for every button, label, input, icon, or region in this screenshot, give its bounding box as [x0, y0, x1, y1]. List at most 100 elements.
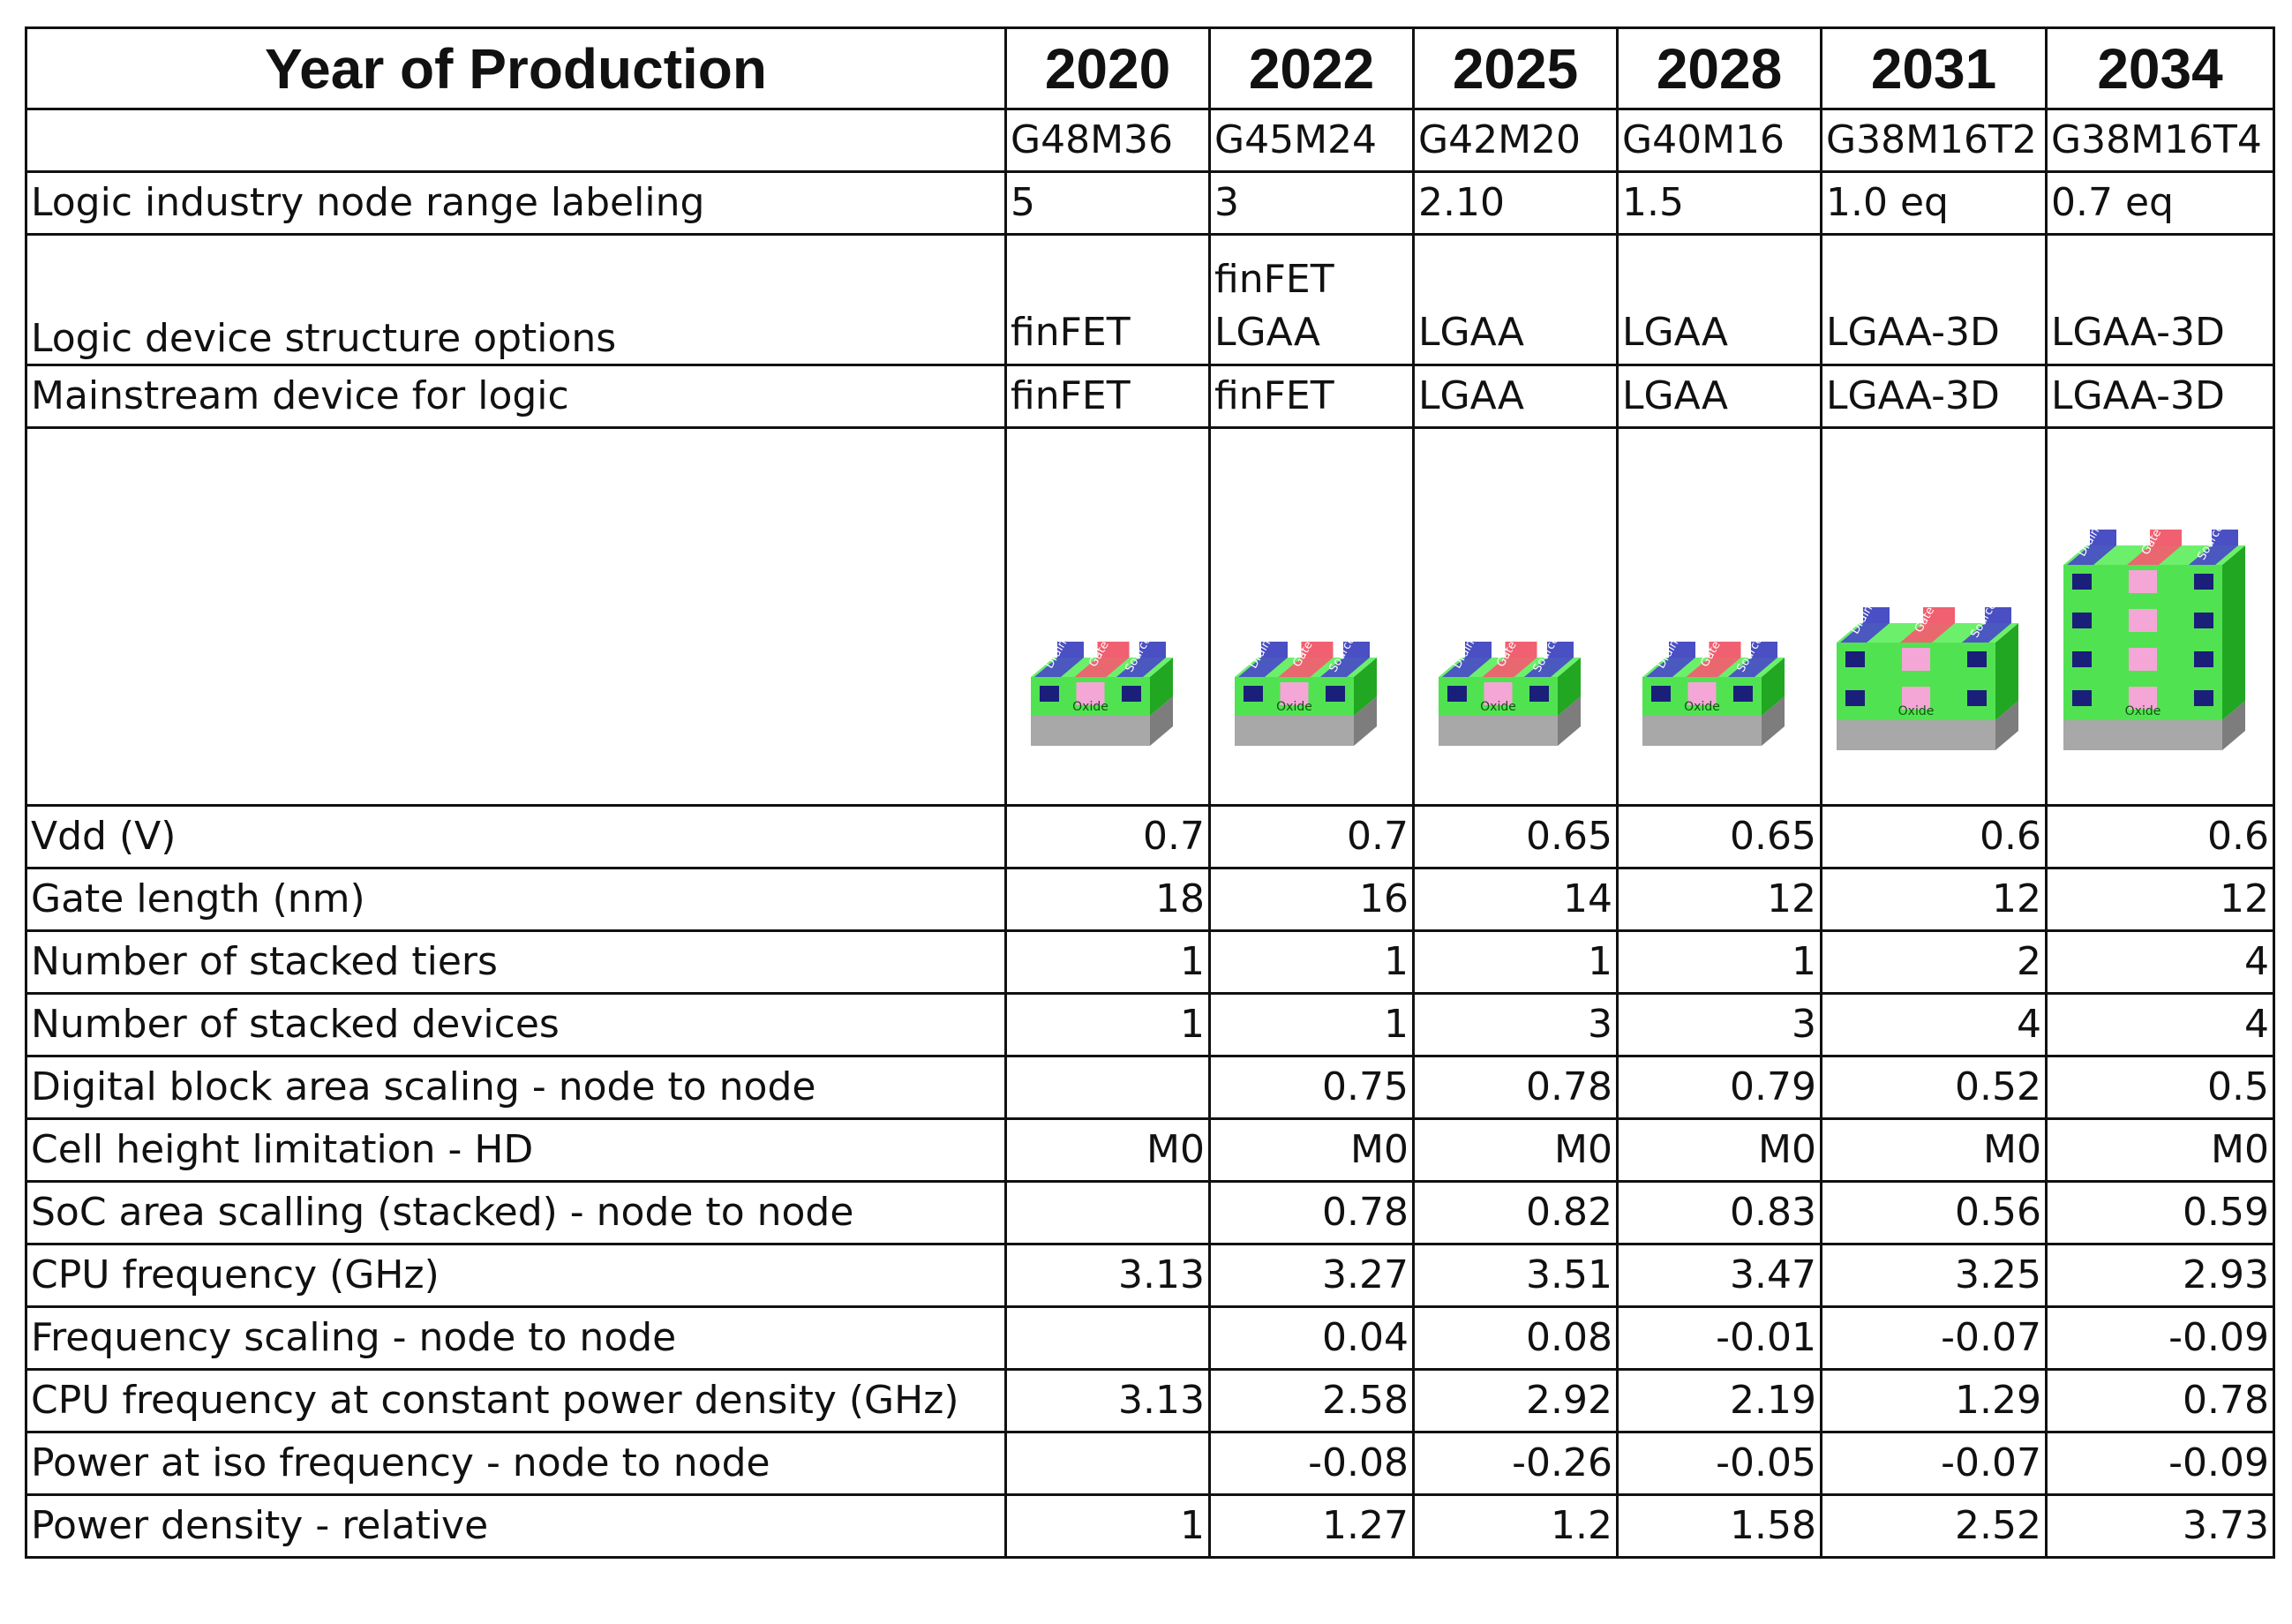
- node-range-row: Logic industry node range labeling 5 3 2…: [25, 170, 2275, 236]
- header-title: Year of Production: [25, 26, 1007, 110]
- node-range-cell: 1.5: [1616, 170, 1822, 236]
- metric-row: CPU frequency at constant power density …: [25, 1368, 2275, 1433]
- metric-value: 4: [1820, 992, 2048, 1057]
- metric-value: 2.19: [1616, 1368, 1822, 1433]
- row-label: Logic industry node range labeling: [25, 170, 1007, 236]
- metric-value: 16: [1208, 867, 1415, 932]
- year-2034: 2034: [2045, 26, 2275, 110]
- metric-value: [1004, 1180, 1211, 1245]
- node-name-cell: G38M16T2: [1820, 108, 2048, 173]
- metric-value: 14: [1412, 867, 1619, 932]
- metric-value: 0.5: [2045, 1055, 2275, 1120]
- mainstream-cell: LGAA-3D: [2045, 364, 2275, 429]
- structure-cell: LGAA-3D: [1820, 233, 2048, 366]
- metric-value: 3.13: [1004, 1368, 1211, 1433]
- metric-row: Number of stacked tiers 1 1 1 1 2 4: [25, 929, 2275, 995]
- metric-value: 0.65: [1412, 804, 1619, 869]
- node-name-label: [25, 108, 1007, 173]
- metric-value: -0.01: [1616, 1305, 1822, 1371]
- metric-label: Gate length (nm): [25, 867, 1007, 932]
- illustration-label-cell: [25, 426, 1007, 807]
- device-cell: Drain Gate Source Oxide: [1004, 426, 1211, 807]
- metric-value: [1004, 1305, 1211, 1371]
- metric-value: 2.58: [1208, 1368, 1415, 1433]
- metric-value: 12: [2045, 867, 2275, 932]
- metric-value: -0.09: [2045, 1305, 2275, 1371]
- metric-label: CPU frequency at constant power density …: [25, 1368, 1007, 1433]
- metric-value: 3.47: [1616, 1243, 1822, 1308]
- metric-value: 0.75: [1208, 1055, 1415, 1120]
- metric-row: Power density - relative 1 1.27 1.2 1.58 2.52…: [25, 1493, 2275, 1559]
- mainstream-cell: LGAA-3D: [1820, 364, 2048, 429]
- metric-value: 12: [1616, 867, 1822, 932]
- metric-value: M0: [1208, 1117, 1415, 1183]
- metric-value: 1.29: [1820, 1368, 2048, 1433]
- metric-label: Number of stacked devices: [25, 992, 1007, 1057]
- oxide-label: Oxide: [1684, 700, 1720, 714]
- node-name-cell: G42M20: [1412, 108, 1619, 173]
- metric-row: Vdd (V) 0.7 0.7 0.65 0.65 0.6 0.6: [25, 804, 2275, 869]
- year-2031: 2031: [1820, 26, 2048, 110]
- metric-value: [1004, 1055, 1211, 1120]
- metric-value: 1: [1412, 929, 1619, 995]
- year-2025: 2025: [1412, 26, 1619, 110]
- structure-options-row: Logic device structure options finFET fi…: [25, 233, 2275, 366]
- metric-value: 3.27: [1208, 1243, 1415, 1308]
- mainstream-cell: LGAA: [1616, 364, 1822, 429]
- metric-value: 0.04: [1208, 1305, 1415, 1371]
- device-cell: Drain Gate Source Oxide: [1616, 426, 1822, 807]
- oxide-label: Oxide: [1072, 700, 1108, 714]
- oxide-label: Oxide: [1276, 700, 1312, 714]
- row-label: Logic device structure options: [25, 233, 1007, 366]
- metric-value: M0: [1412, 1117, 1619, 1183]
- structure-cell: LGAA: [1412, 233, 1619, 366]
- metric-value: 0.65: [1616, 804, 1822, 869]
- node-name-cell: G45M24: [1208, 108, 1415, 173]
- oxide-label: Oxide: [1898, 704, 1935, 718]
- metric-value: 2.92: [1412, 1368, 1619, 1433]
- metric-value: 1.58: [1616, 1493, 1822, 1559]
- metric-value: 0.08: [1412, 1305, 1619, 1371]
- node-range-cell: 2.10: [1412, 170, 1619, 236]
- metric-value: 0.7: [1004, 804, 1211, 869]
- metric-value: 1: [1208, 929, 1415, 995]
- metric-label: Power density - relative: [25, 1493, 1007, 1559]
- metric-value: -0.09: [2045, 1431, 2275, 1496]
- metric-value: M0: [2045, 1117, 2275, 1183]
- metric-value: -0.07: [1820, 1431, 2048, 1496]
- metric-value: -0.26: [1412, 1431, 1619, 1496]
- metric-value: -0.05: [1616, 1431, 1822, 1496]
- metric-value: 1: [1004, 992, 1211, 1057]
- metric-label: Vdd (V): [25, 804, 1007, 869]
- metric-value: 4: [2045, 992, 2275, 1057]
- metric-value: 1.27: [1208, 1493, 1415, 1559]
- metric-value: 0.79: [1616, 1055, 1822, 1120]
- node-name-row: G48M36 G45M24 G42M20 G40M16 G38M16T2 G38…: [25, 108, 2275, 173]
- metric-row: Gate length (nm) 18 16 14 12 12 12: [25, 867, 2275, 932]
- metric-value: 0.7: [1208, 804, 1415, 869]
- metric-value: 1: [1616, 929, 1822, 995]
- oxide-label: Oxide: [1480, 700, 1516, 714]
- metric-value: 2.52: [1820, 1493, 2048, 1559]
- metric-label: SoC area scalling (stacked) - node to no…: [25, 1180, 1007, 1245]
- roadmap-table: Year of Production 2020 2022 2025 2028 2…: [25, 26, 2275, 1559]
- metric-value: M0: [1616, 1117, 1822, 1183]
- metric-value: 3.73: [2045, 1493, 2275, 1559]
- row-label: Mainstream device for logic: [25, 364, 1007, 429]
- header-row: Year of Production 2020 2022 2025 2028 2…: [25, 26, 2275, 110]
- metric-value: 3: [1412, 992, 1619, 1057]
- device-cell: Drain Gate Source Oxide: [1208, 426, 1415, 807]
- structure-cell: LGAA-3D: [2045, 233, 2275, 366]
- structure-cell: LGAA: [1616, 233, 1822, 366]
- metric-value: 1: [1004, 929, 1211, 995]
- metric-value: 0.6: [2045, 804, 2275, 869]
- device-cell: Drain Gate Source Oxide: [1820, 426, 2048, 807]
- metric-row: CPU frequency (GHz) 3.13 3.27 3.51 3.47 3.25 2…: [25, 1243, 2275, 1308]
- metric-value: 0.52: [1820, 1055, 2048, 1120]
- metric-row: Cell height limitation - HD M0 M0 M0 M0 M0 M0: [25, 1117, 2275, 1183]
